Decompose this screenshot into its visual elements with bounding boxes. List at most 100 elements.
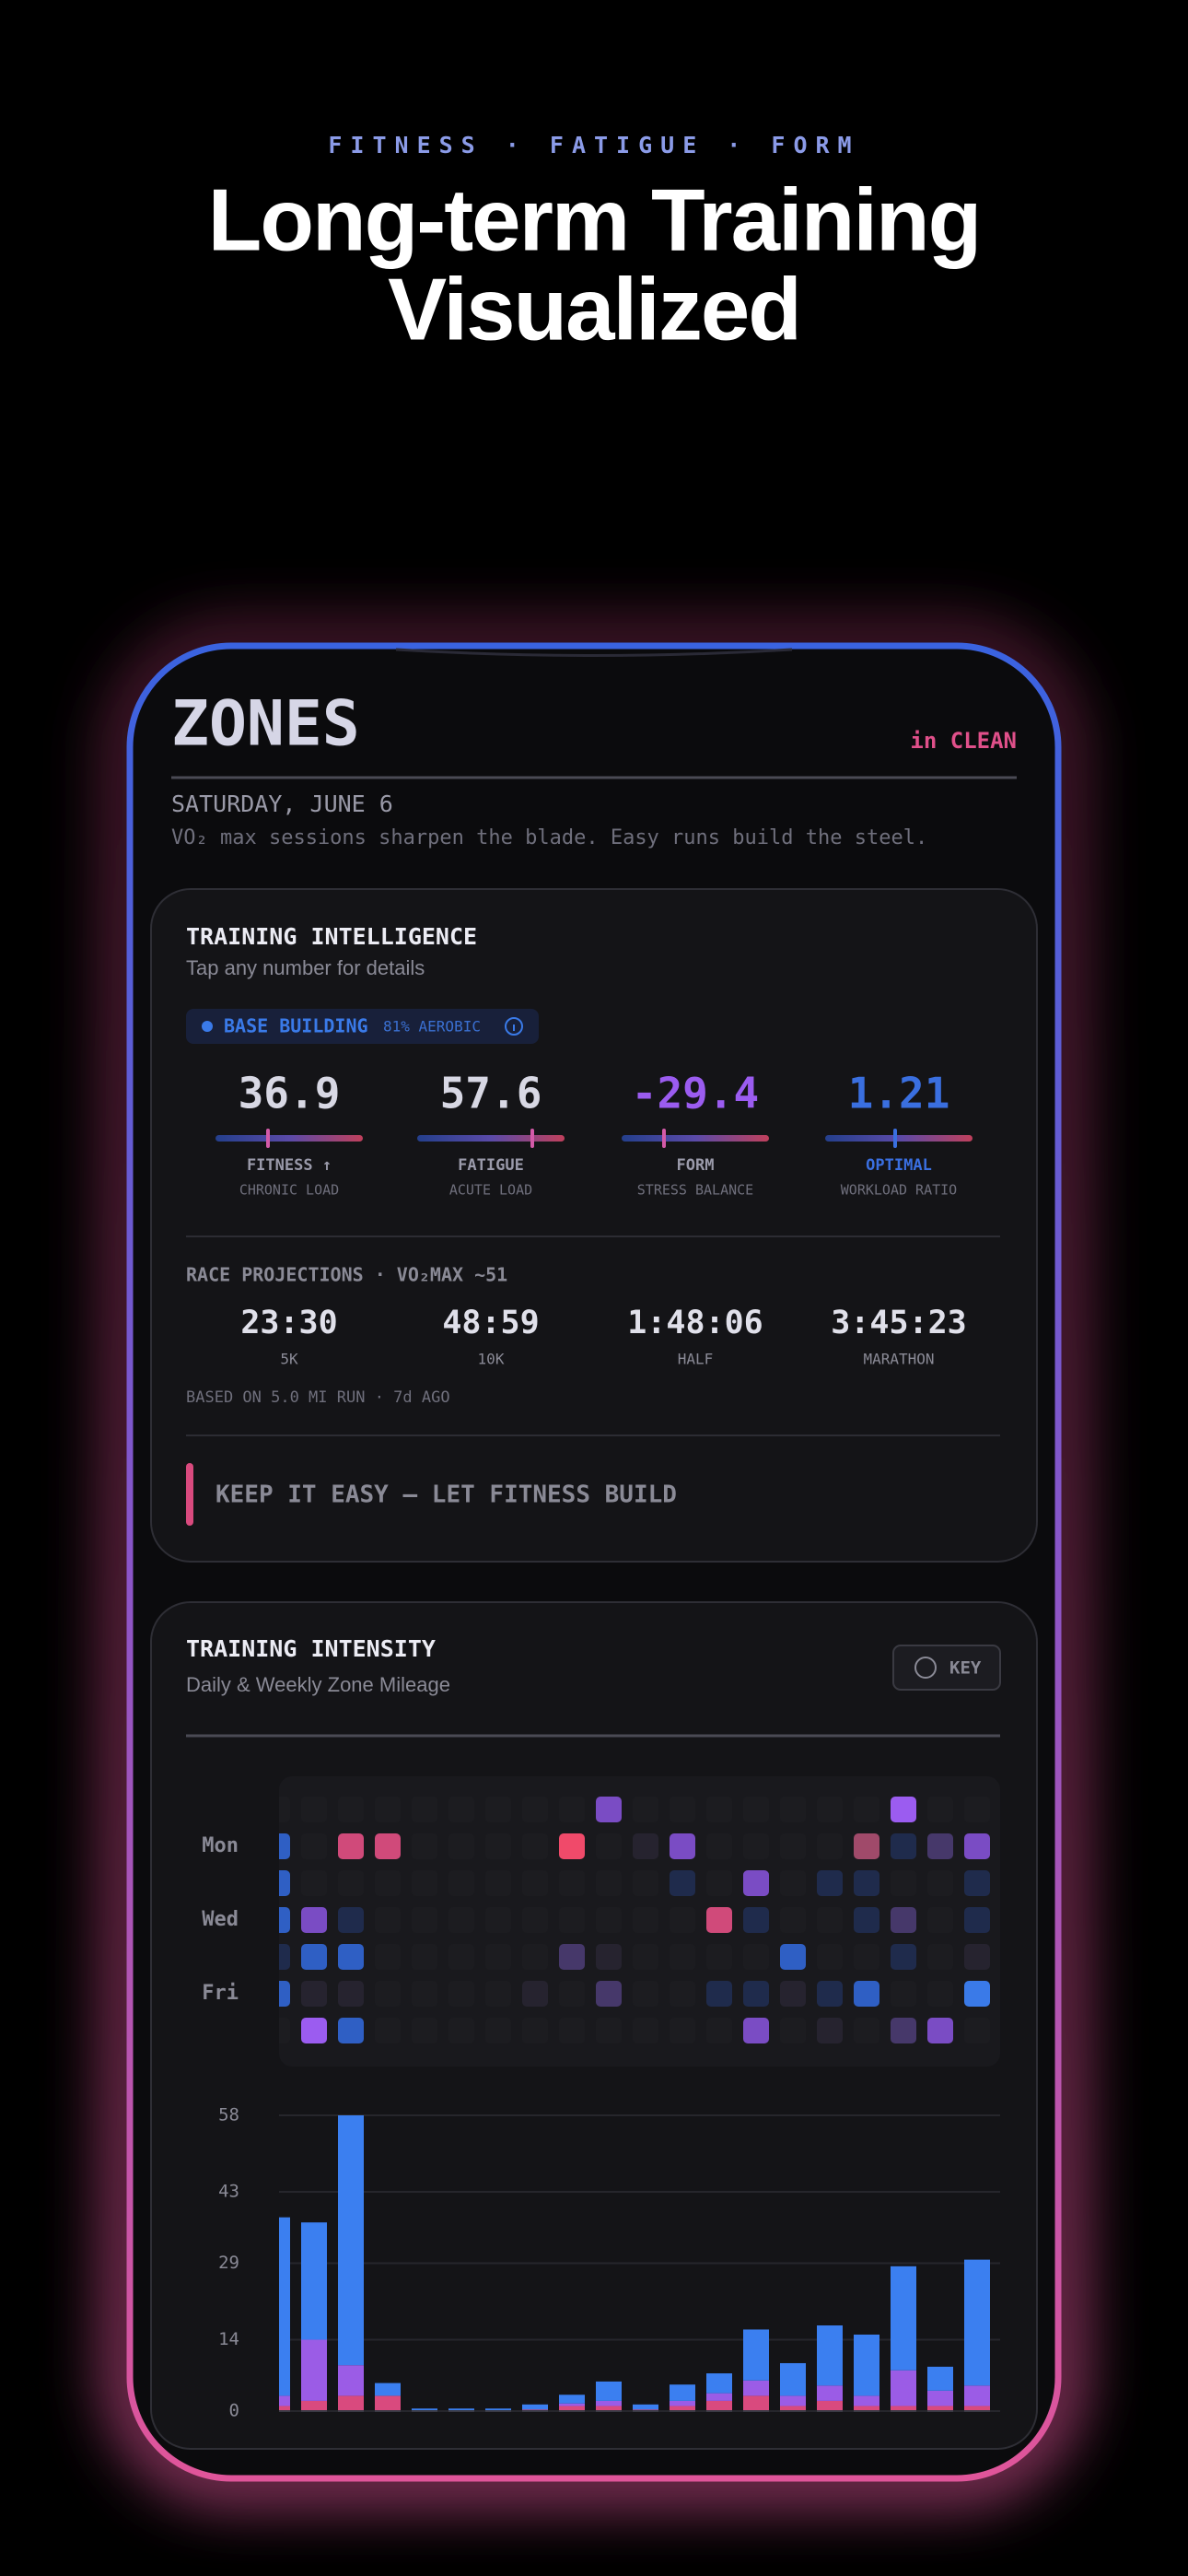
quote: VO₂ max sessions sharpen the blade. Easy…	[171, 826, 927, 849]
key-button[interactable]	[892, 1645, 1001, 1691]
bar-baseline	[279, 2410, 290, 2412]
card-subtitle: Tap any number for details	[186, 956, 425, 979]
bar-segment	[964, 2259, 990, 2386]
heatmap	[279, 1797, 990, 2043]
heat-cell	[854, 1981, 879, 2007]
bar-baseline	[891, 2410, 916, 2412]
heat-cell	[706, 1907, 732, 1933]
bar-baseline	[743, 2410, 769, 2412]
race-note: BASED ON 5.0 MI RUN · 7d AGO	[186, 1388, 450, 1407]
heat-cell	[375, 1981, 401, 2007]
heat-cell	[670, 1981, 695, 2007]
metric-value[interactable]: -29.4	[632, 1069, 759, 1118]
phase-badge[interactable]	[186, 1009, 539, 1044]
y-tick-label: 0	[229, 2401, 239, 2421]
heat-cell	[780, 1833, 806, 1859]
bar-segment	[743, 2395, 769, 2411]
intelligence-card	[150, 888, 1038, 1563]
info-icon[interactable]	[505, 1017, 523, 1036]
bar-baseline	[817, 2410, 843, 2412]
race-time[interactable]: 23:30	[240, 1305, 337, 1341]
bar-baseline	[485, 2410, 511, 2412]
heat-cell	[633, 2018, 658, 2043]
heat-cell	[927, 2018, 953, 2043]
metric-label: FATIGUE	[458, 1156, 524, 1175]
heat-cell	[412, 1907, 437, 1933]
bar-segment	[522, 2404, 548, 2410]
heat-cell	[817, 2018, 843, 2043]
heat-cell	[448, 1907, 474, 1933]
bar-baseline	[964, 2410, 990, 2412]
heat-cell	[854, 1944, 879, 1970]
heat-cell	[375, 2018, 401, 2043]
heat-cell	[279, 1833, 290, 1859]
key-label: KEY	[949, 1658, 982, 1679]
bar-segment	[964, 2406, 990, 2411]
heat-cell	[964, 2018, 990, 2043]
bar-segment	[780, 2395, 806, 2406]
race-title: RACE PROJECTIONS · VO₂MAX ~51	[186, 1264, 507, 1286]
heat-cell	[338, 1944, 364, 1970]
heat-cell	[279, 1907, 290, 1933]
heat-cell	[596, 1944, 622, 1970]
bar-segment	[279, 2406, 290, 2411]
heat-cell	[485, 1981, 511, 2007]
bar-segment	[279, 2217, 290, 2396]
race-time[interactable]: 3:45:23	[831, 1305, 967, 1341]
phase: BASE BUILDING	[224, 1015, 368, 1037]
heat-cell	[522, 1944, 548, 1970]
heat-cell	[817, 1833, 843, 1859]
bar-baseline	[670, 2410, 695, 2412]
bar-segment	[706, 2393, 732, 2401]
advice: KEEP IT EASY — LET FITNESS BUILD	[215, 1481, 677, 1509]
heat-cell	[706, 1870, 732, 1896]
bar-segment	[854, 2395, 879, 2406]
heat-cell	[633, 1870, 658, 1896]
bar-segment	[706, 2400, 732, 2411]
metric-value[interactable]: 57.6	[440, 1069, 542, 1118]
heat-cell	[596, 1907, 622, 1933]
bar-segment	[817, 2325, 843, 2386]
bar-segment	[817, 2385, 843, 2401]
heat-cell	[448, 1833, 474, 1859]
bar-segment	[301, 2222, 327, 2340]
heat-cell	[706, 2018, 732, 2043]
heat-cell	[412, 2018, 437, 2043]
bar-segment	[670, 2384, 695, 2401]
bar-segment	[891, 2406, 916, 2411]
metric-value[interactable]: 36.9	[239, 1069, 341, 1118]
heat-cell	[338, 1981, 364, 2007]
heat-cell	[964, 1944, 990, 1970]
heat-cell	[817, 1797, 843, 1822]
heat-cell	[706, 1833, 732, 1859]
metric-value[interactable]: 1.21	[848, 1069, 950, 1118]
race-time[interactable]: 48:59	[442, 1305, 539, 1341]
heat-cell	[817, 1870, 843, 1896]
bar-segment	[375, 2383, 401, 2396]
heat-cell	[891, 1944, 916, 1970]
heat-cell	[927, 1797, 953, 1822]
heat-cell	[338, 2018, 364, 2043]
row-label: Fri	[202, 1982, 239, 2005]
gauge-marker	[893, 1129, 897, 1148]
heat-cell	[559, 1907, 585, 1933]
heat-cell	[964, 1833, 990, 1859]
heat-cell	[670, 2018, 695, 2043]
heat-cell	[780, 1907, 806, 1933]
heat-cell	[743, 1797, 769, 1822]
heat-cell	[927, 1870, 953, 1896]
heat-cell	[817, 1981, 843, 2007]
heat-cell	[706, 1797, 732, 1822]
advice-accent	[186, 1463, 193, 1526]
heat-cell	[338, 1870, 364, 1896]
gauge	[417, 1135, 565, 1142]
heat-cell	[964, 1981, 990, 2007]
bar-segment	[338, 2115, 364, 2366]
heat-cell	[485, 1797, 511, 1822]
metric-sublabel: ACUTE LOAD	[449, 1182, 532, 1199]
heat-cell	[854, 1907, 879, 1933]
bar-segment	[485, 2408, 511, 2411]
heat-cell	[596, 1797, 622, 1822]
metric-label: FITNESS ↑	[247, 1156, 332, 1175]
race-time[interactable]: 1:48:06	[627, 1305, 763, 1341]
